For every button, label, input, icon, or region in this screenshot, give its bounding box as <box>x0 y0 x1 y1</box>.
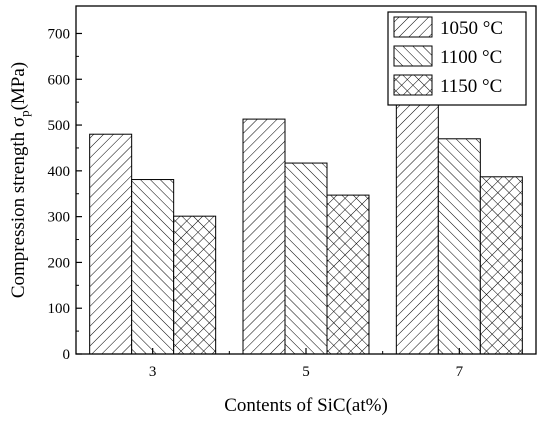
x-tick-label-5: 5 <box>302 364 310 380</box>
x-axis-label: Contents of SiC(at%) <box>224 395 388 416</box>
bar-3-2 <box>131 179 175 355</box>
legend-swatch-3 <box>393 74 433 96</box>
bar-5-3 <box>326 194 370 355</box>
y-axis-label: Compression strength σp(MPa) <box>8 62 32 298</box>
legend-label-2: 1100 °C <box>440 47 502 68</box>
bar-7-3 <box>479 176 523 355</box>
y-tick-label-400: 400 <box>48 164 71 180</box>
x-tick-label-3: 3 <box>149 364 157 380</box>
bar-3-3 <box>173 215 217 355</box>
legend-swatch-1 <box>393 16 433 38</box>
bar-7-1 <box>395 102 439 355</box>
y-axis-label-subscript: p <box>17 110 32 117</box>
y-tick-label-300: 300 <box>48 210 71 226</box>
legend-swatch-2 <box>393 45 433 67</box>
bar-5-1 <box>242 118 286 355</box>
bar-5-2 <box>284 162 328 355</box>
legend-label-3: 1150 °C <box>440 76 502 97</box>
legend: 1050 °C 1100 °C 1150 °C <box>387 11 527 106</box>
plot-area: 0 100 200 300 400 500 600 700 3 5 7 <box>48 5 537 380</box>
y-tick-label-100: 100 <box>48 301 71 317</box>
bar-7-2 <box>437 138 481 355</box>
x-tick-label-7: 7 <box>456 364 464 380</box>
y-tick-label-500: 500 <box>48 118 71 134</box>
y-tick-label-200: 200 <box>48 255 71 271</box>
y-axis-label-unit: (MPa) <box>8 62 29 111</box>
y-tick-label-600: 600 <box>48 72 71 88</box>
bar-3-1 <box>89 133 133 355</box>
y-tick-label-0: 0 <box>63 347 71 363</box>
legend-label-1: 1050 °C <box>440 18 503 39</box>
y-tick-label-700: 700 <box>48 26 71 42</box>
y-axis-label-main: Compression strength σ <box>8 117 29 298</box>
